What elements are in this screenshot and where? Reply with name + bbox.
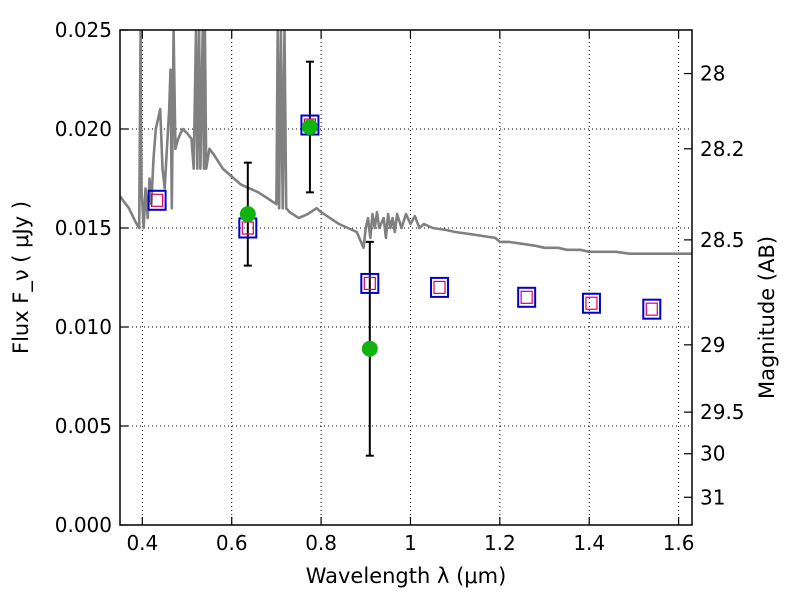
- model-flux-box: [147, 189, 167, 211]
- y-tick-label: 0.005: [55, 414, 112, 438]
- y2-tick-label: 28.5: [700, 228, 745, 252]
- x-tick-label: 1.6: [663, 531, 695, 555]
- model-spectrum-line: [120, 30, 692, 255]
- model-flux-box: [581, 292, 601, 314]
- observed-flux-point: [361, 340, 378, 357]
- x-tick-label: 1.4: [573, 531, 605, 555]
- model-flux-inner-box: [363, 276, 376, 291]
- y2-tick-label: 30: [700, 442, 725, 466]
- model-flux-inner-box: [520, 290, 533, 304]
- y-tick-label: 0.020: [55, 117, 112, 141]
- model-flux-box: [642, 298, 662, 320]
- y2-axis-title: Magnitude (AB): [755, 236, 779, 399]
- x-tick-label: 0.4: [126, 531, 158, 555]
- y2-tick-label: 29: [700, 333, 725, 357]
- x-tick-label: 0.8: [305, 531, 337, 555]
- y2-tick-label: 28: [700, 62, 725, 86]
- model-flux-inner-box: [585, 296, 598, 310]
- x-tick-label: 1.2: [484, 531, 516, 555]
- x-axis-title: Wavelength λ (μm): [306, 564, 507, 588]
- model-flux-box: [360, 272, 380, 294]
- y2-tick-label: 31: [700, 485, 725, 509]
- y2-tick-label: 28.2: [700, 137, 745, 161]
- y-tick-label: 0.025: [55, 18, 112, 42]
- x-tick-label: 0.6: [216, 531, 248, 555]
- y-tick-label: 0.000: [55, 513, 112, 537]
- model-flux-inner-box: [645, 302, 658, 316]
- y-tick-label: 0.015: [55, 216, 112, 240]
- observed-flux-point: [239, 206, 256, 223]
- model-flux-box: [517, 286, 537, 308]
- y-tick-label: 0.010: [55, 315, 112, 339]
- model-flux-box: [430, 276, 450, 298]
- model-flux-inner-box: [150, 193, 164, 207]
- model-flux-inner-box: [433, 280, 446, 294]
- plot-area: [120, 30, 692, 457]
- y-axis-title: Flux F_ν ( μJy ): [9, 201, 34, 354]
- observed-flux-point: [301, 119, 318, 136]
- plot-frame: [119, 29, 693, 526]
- y2-tick-label: 29.5: [700, 400, 745, 424]
- x-tick-label: 1: [404, 531, 417, 555]
